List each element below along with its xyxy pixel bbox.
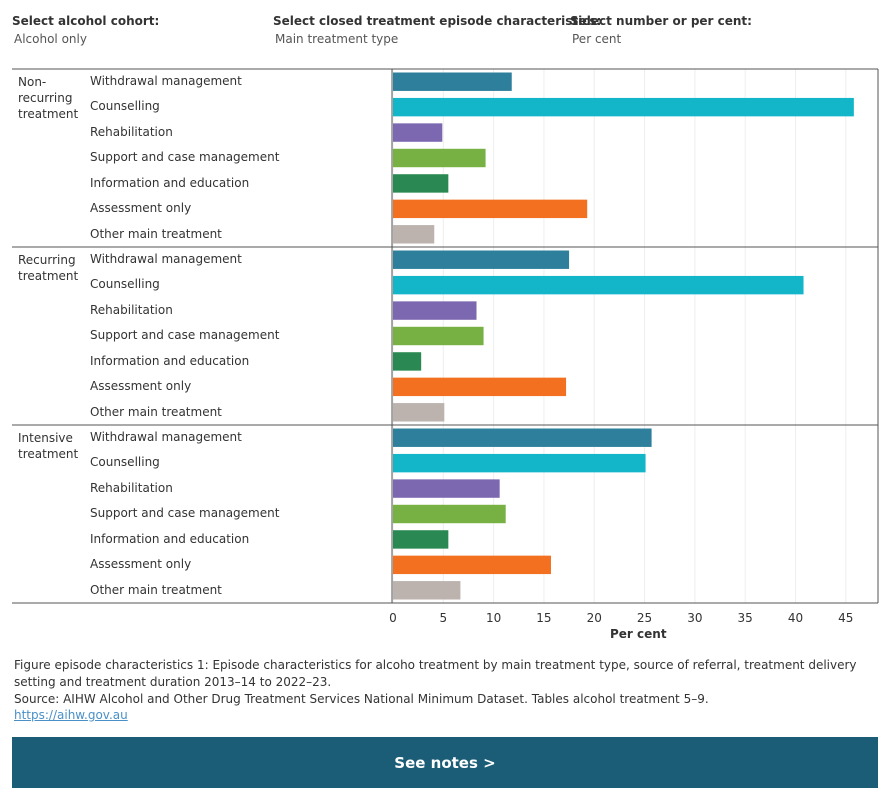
x-tick-label: 20 xyxy=(586,611,602,625)
category-label: Counselling xyxy=(90,455,160,470)
category-label: Information and education xyxy=(90,175,250,190)
bar xyxy=(393,377,567,397)
filter-value[interactable]: Alcohol only xyxy=(14,32,87,46)
x-tick-label: 25 xyxy=(636,611,653,625)
see-notes-button[interactable]: See notes > xyxy=(12,737,878,788)
category-label: Withdrawal management xyxy=(90,74,242,88)
category-label: Counselling xyxy=(90,99,160,114)
figure-caption: Figure episode characteristics 1: Episod… xyxy=(14,658,857,689)
bar xyxy=(393,326,484,346)
filter-label: Select alcohol cohort: xyxy=(12,14,160,28)
bar xyxy=(393,250,570,269)
x-tick-label: 45 xyxy=(838,611,854,625)
bar xyxy=(393,72,512,91)
group-label: Intensive treatment xyxy=(18,431,79,461)
category-label: Other main treatment xyxy=(90,226,222,241)
bar xyxy=(393,581,461,600)
bar xyxy=(393,428,652,447)
bar xyxy=(393,301,477,320)
bar xyxy=(393,555,551,575)
filter-label: Select number or per cent: xyxy=(570,14,752,28)
filter-label: Select closed treatment episode characte… xyxy=(273,14,602,28)
bar xyxy=(393,352,422,371)
category-label: Withdrawal management xyxy=(90,430,242,444)
bar xyxy=(393,275,804,295)
bar xyxy=(393,225,435,244)
group-label: Recurring treatment xyxy=(18,253,79,283)
bar xyxy=(393,123,443,142)
x-tick-label: 40 xyxy=(787,611,804,625)
category-label: Rehabilitation xyxy=(90,480,173,495)
x-tick-label: 5 xyxy=(439,611,448,625)
bar xyxy=(393,453,646,473)
x-tick-label: 10 xyxy=(485,611,502,625)
x-tick-label: 15 xyxy=(536,611,552,625)
link[interactable]: https://aihw.gov.au xyxy=(14,708,128,722)
category-label: Rehabilitation xyxy=(90,124,173,139)
source: Source: AIHW Alcohol and Other Drug Trea… xyxy=(14,692,709,706)
x-tick-label: 30 xyxy=(687,611,703,625)
bar xyxy=(393,403,445,422)
category-label: Support and case management xyxy=(90,506,280,521)
category-label: Assessment only xyxy=(90,557,192,572)
category-label: Other main treatment xyxy=(90,582,222,597)
bar xyxy=(393,479,500,498)
bar xyxy=(393,530,449,549)
x-tick-label: 35 xyxy=(737,611,753,625)
filter-value[interactable]: Per cent xyxy=(572,32,622,46)
category-label: Assessment only xyxy=(90,201,192,216)
chart xyxy=(12,68,879,604)
filter-value[interactable]: Main treatment type xyxy=(275,32,399,46)
bar xyxy=(393,504,506,524)
category-label: Information and education xyxy=(90,531,250,546)
category-label: Other main treatment xyxy=(90,404,222,419)
category-label: Information and education xyxy=(90,353,250,368)
category-label: Withdrawal management xyxy=(90,252,242,266)
bar xyxy=(393,97,854,117)
bar xyxy=(393,199,588,219)
category-label: Assessment only xyxy=(90,379,192,394)
x-tick-label: 0 xyxy=(389,611,397,625)
category-label: Counselling xyxy=(90,277,160,292)
group-label: Non-recurring treatment xyxy=(18,75,79,121)
category-label: Support and case management xyxy=(90,150,280,165)
x-axis-title: Per cent xyxy=(610,627,667,641)
category-label: Support and case management xyxy=(90,328,280,343)
category-label: Rehabilitation xyxy=(90,302,173,317)
bar xyxy=(393,148,486,168)
bar xyxy=(393,174,449,193)
